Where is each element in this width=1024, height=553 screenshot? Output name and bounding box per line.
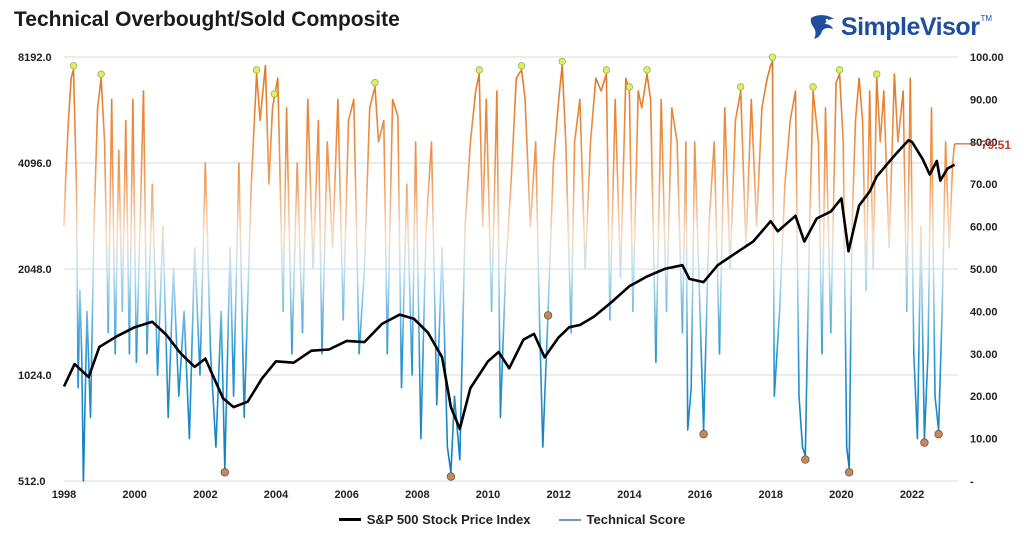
brand-logo: SimpleVisor TM	[807, 10, 992, 44]
overbought-marker	[252, 66, 261, 74]
oversold-marker	[801, 455, 810, 464]
right-tick-label: 10.00	[970, 434, 998, 446]
left-tick-label: 1024.0	[18, 370, 52, 382]
oversold-marker	[220, 468, 229, 477]
oversold-marker	[543, 311, 553, 320]
oversold-marker	[446, 472, 456, 481]
eagle-icon	[810, 15, 834, 39]
right-tick-label: 30.00	[970, 349, 998, 361]
right-tick-label: 80.00	[970, 137, 998, 149]
overbought-marker	[517, 62, 526, 70]
technical-score-series	[63, 60, 956, 482]
left-tick-label: 2048.0	[18, 264, 52, 276]
legend-swatch-price	[338, 518, 361, 521]
right-tick-label: 40.00	[970, 306, 998, 318]
x-tick-label: 2010	[476, 489, 500, 501]
x-tick-label: 2006	[334, 489, 358, 501]
x-tick-label: 2004	[264, 489, 289, 501]
x-tick-label: 2012	[546, 489, 570, 501]
x-tick-label: 2018	[758, 489, 782, 501]
legend: S&P 500 Stock Price Index Technical Scor…	[0, 512, 1024, 527]
chart-title: Technical Overbought/Sold Composite	[14, 8, 400, 31]
right-axis: - 10.00 20.00 30.00 40.00 50.00 60.00 70.00 80.0…	[970, 52, 1004, 488]
x-axis: 1998 2000 2002 2004 2006 2008 2010 2012 2014 2016…	[52, 489, 925, 501]
overbought-marker	[835, 66, 844, 74]
oversold-marker	[844, 468, 854, 477]
legend-label-score: Technical Score	[586, 512, 686, 527]
oversold-marker	[920, 438, 929, 447]
overbought-marker	[643, 66, 651, 74]
left-tick-label: 4096.0	[18, 158, 52, 170]
x-tick-label: 2016	[688, 489, 712, 501]
oversold-marker	[934, 429, 943, 439]
overbought-marker	[69, 62, 78, 70]
brand-name: SimpleVisor	[840, 12, 980, 41]
x-tick-label: 2014	[617, 489, 642, 501]
right-tick-label: 90.00	[970, 94, 998, 106]
x-tick-label: 2008	[405, 489, 429, 501]
overbought-marker	[873, 70, 881, 78]
overbought-marker	[97, 70, 105, 78]
legend-swatch-score	[558, 518, 581, 521]
overbought-marker	[737, 83, 745, 91]
x-tick-label: 2000	[122, 489, 146, 501]
legend-item-score: Technical Score	[558, 512, 686, 527]
right-tick-label: 60.00	[970, 222, 998, 234]
brand-trademark: TM	[980, 14, 992, 23]
overbought-marker	[270, 90, 278, 98]
x-tick-label: 2020	[829, 489, 853, 501]
x-tick-label: 2022	[900, 489, 924, 501]
latest-score-label: 79.51	[981, 138, 1011, 152]
right-tick-label: -	[970, 476, 974, 488]
left-tick-label: 8192.0	[18, 52, 52, 64]
right-tick-label: 100.00	[970, 52, 1004, 64]
overbought-marker	[809, 83, 817, 91]
x-tick-label: 2002	[193, 489, 217, 501]
oversold-marker	[699, 429, 708, 439]
overbought-marker	[371, 79, 379, 87]
sp500-price-series	[62, 139, 956, 431]
right-tick-label: 50.00	[970, 264, 998, 276]
left-axis: 512.0 1024.0 2048.0 4096.0 8192.0	[18, 52, 52, 488]
x-tick-label: 1998	[52, 489, 76, 501]
legend-label-price: S&P 500 Stock Price Index	[366, 512, 531, 527]
legend-item-price: S&P 500 Stock Price Index	[338, 512, 531, 527]
overbought-marker	[625, 83, 634, 91]
overbought-marker	[602, 66, 611, 74]
signal-markers	[69, 53, 979, 481]
overbought-marker	[768, 53, 777, 61]
overbought-marker	[475, 66, 483, 74]
overbought-marker	[558, 57, 566, 66]
right-tick-label: 70.00	[970, 179, 998, 191]
right-tick-label: 20.00	[970, 391, 998, 403]
left-tick-label: 512.0	[18, 476, 46, 488]
